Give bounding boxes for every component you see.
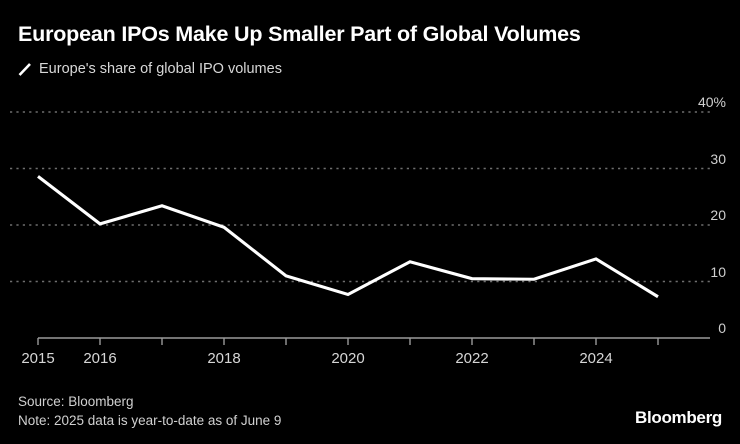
chart-series-line (37, 175, 659, 299)
x-axis-tick-label: 2016 (83, 350, 117, 367)
x-axis-tick-label: 2024 (579, 350, 613, 367)
footer-source-text: Source: Bloomberg (18, 394, 134, 409)
legend-series-label: Europe's share of global IPO volumes (39, 61, 282, 78)
chart-x-tickmarks (37, 338, 659, 345)
chart-legend: Europe's share of global IPO volumes (18, 62, 282, 77)
chart-title: European IPOs Make Up Smaller Part of Gl… (18, 22, 581, 46)
y-axis-tick-label: 40% (697, 94, 726, 110)
x-axis-tick-label: 2018 (207, 350, 241, 367)
x-axis-tick-label: 2022 (455, 350, 489, 367)
y-axis-tick-label: 30 (710, 150, 726, 167)
x-axis-tick-label: 2015 (21, 350, 55, 367)
bloomberg-brand-logo: Bloomberg (634, 408, 722, 427)
chart-gridlines (10, 111, 710, 283)
x-axis-tick-label: 2020 (331, 350, 365, 367)
y-axis-tick-label: 10 (710, 263, 726, 280)
footer-note-text: Note: 2025 data is year-to-date as of Ju… (18, 413, 282, 428)
y-axis-tick-label: 0 (718, 320, 726, 336)
y-axis-tick-label: 20 (710, 207, 726, 223)
legend-line-marker-icon (18, 62, 32, 77)
